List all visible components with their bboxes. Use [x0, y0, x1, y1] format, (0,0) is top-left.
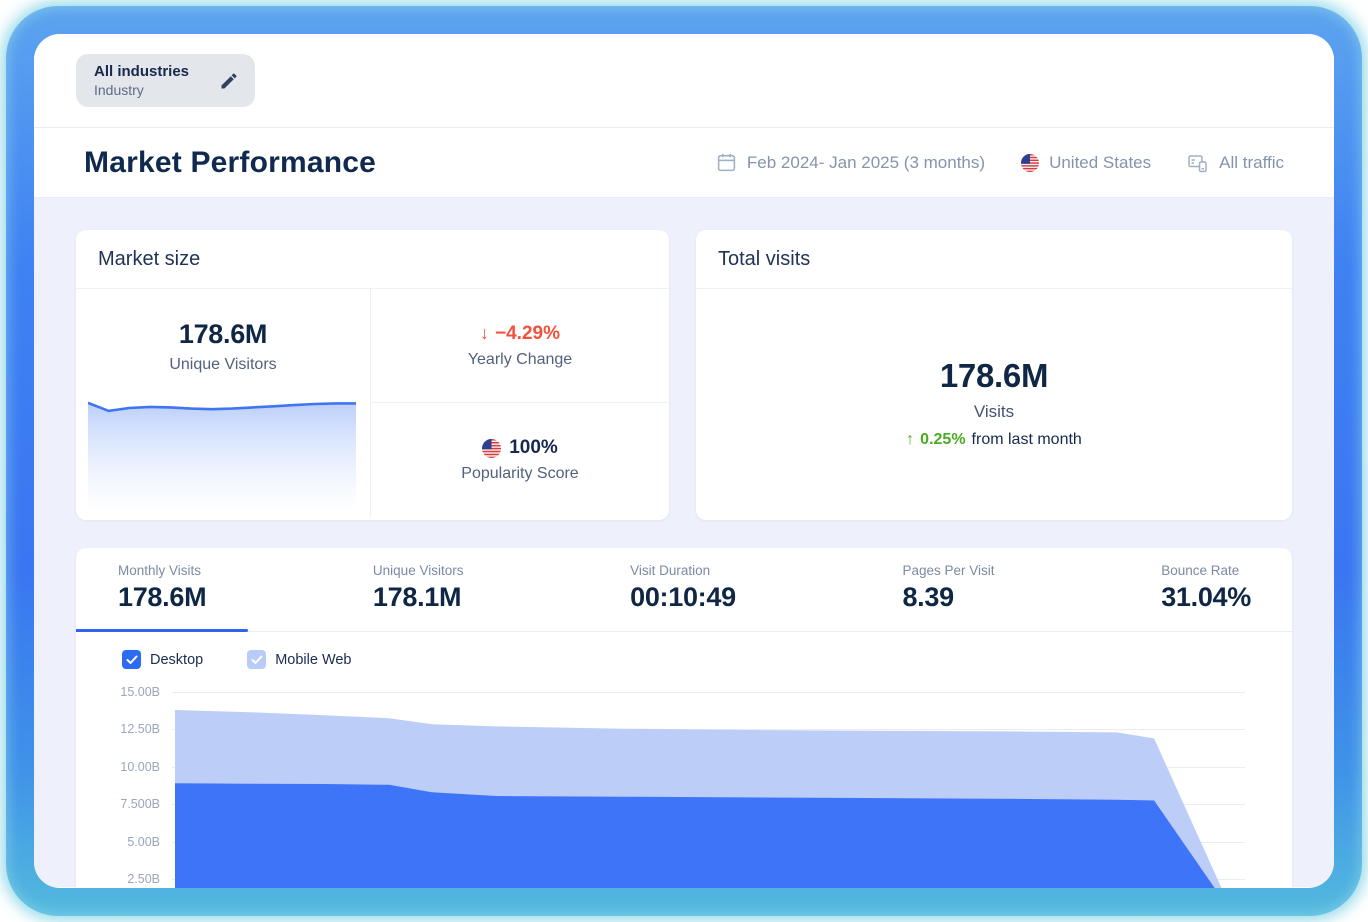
yearly-change-cell: ↓ −4.29% Yearly Change [371, 289, 669, 403]
desktop-checkbox[interactable] [122, 650, 141, 669]
y-tick-label: 2.50B [127, 872, 160, 886]
industry-filter-chip[interactable]: All industries Industry [76, 54, 256, 107]
unique-visitors-value: 178.6M [178, 319, 268, 349]
traffic-text: All traffic [1219, 152, 1284, 172]
top-bar: All industries Industry [34, 34, 1334, 128]
total-visits-change: ↑ 0.25% from last month [906, 431, 1082, 449]
industry-filter-text: All industries Industry [94, 63, 189, 98]
yearly-change-label: Yearly Change [467, 350, 573, 368]
date-range-filter[interactable]: Feb 2024- Jan 2025 (3 months) [716, 152, 985, 173]
market-size-card: Market size 178.6M Unique Visitors [76, 230, 669, 520]
us-flag-icon [1021, 153, 1040, 172]
up-arrow-icon: ↑ [906, 431, 915, 448]
unique-visitors-label: Unique Visitors [169, 356, 277, 373]
total-visits-label: Visits [973, 402, 1015, 421]
date-range-text: Feb 2024- Jan 2025 (3 months) [746, 152, 986, 172]
header-filters: Feb 2024- Jan 2025 (3 months) United Sta… [716, 152, 1284, 174]
gridline [172, 692, 1245, 693]
calendar-icon [716, 152, 737, 173]
tab-bounce-rate[interactable]: Bounce Rate 31.04% [1161, 563, 1251, 612]
total-visits-card: Total visits 178.6M Visits ↑ 0.25% from … [696, 230, 1292, 520]
stacked-area-svg [175, 710, 1222, 888]
down-arrow-icon: ↓ [480, 323, 489, 343]
page-title: Market Performance [84, 145, 377, 179]
total-visits-value: 178.6M [939, 357, 1049, 394]
popularity-score-cell: 100% Popularity Score [371, 403, 669, 517]
y-tick-label: 7.500B [120, 797, 160, 811]
popularity-value: 100% [509, 437, 558, 458]
country-text: United States [1049, 152, 1152, 172]
mobile-web-label: Mobile Web [275, 651, 352, 668]
devices-icon [1187, 152, 1209, 174]
stacked-area-chart: 15.00B 12.50B 10.00B 7.500B 5.00B 2.50B [76, 680, 1292, 888]
tab-unique-visitors[interactable]: Unique Visitors 178.1M [372, 563, 464, 612]
tab-monthly-visits[interactable]: Monthly Visits 178.6M [118, 563, 207, 612]
mobile-web-checkbox[interactable] [247, 650, 267, 669]
mobile-web-checkbox-item[interactable]: Mobile Web [247, 650, 352, 669]
popularity-label: Popularity Score [461, 465, 579, 482]
active-tab-underline [76, 629, 248, 632]
total-visits-title: Total visits [696, 230, 1292, 289]
desktop-checkbox-item[interactable]: Desktop [122, 650, 203, 669]
yearly-change-value: −4.29% [495, 322, 560, 344]
change-percent: 0.25% [920, 431, 966, 448]
tab-visit-duration[interactable]: Visit Duration 00:10:49 [630, 563, 736, 612]
desktop-label: Desktop [150, 651, 204, 668]
industry-filter-label: Industry [94, 82, 144, 98]
popularity-value-line: 100% [482, 437, 558, 459]
tab-pages-per-visit[interactable]: Pages Per Visit 8.39 [902, 563, 995, 612]
chart-legend: Desktop Mobile Web [76, 632, 1292, 674]
traffic-filter[interactable]: All traffic [1187, 152, 1284, 174]
traffic-trend-card: Monthly Visits 178.6M Unique Visitors 17… [76, 548, 1292, 888]
y-tick-label: 12.50B [120, 722, 160, 736]
y-tick-label: 15.00B [120, 685, 160, 699]
us-flag-icon [482, 438, 502, 458]
unique-visitors-cell: 178.6M Unique Visitors [76, 289, 371, 517]
dashboard-body: Market size 178.6M Unique Visitors [34, 198, 1334, 888]
y-tick-label: 5.00B [127, 835, 160, 849]
yearly-change-value-line: ↓ −4.29% [480, 323, 560, 345]
country-filter[interactable]: United States [1021, 153, 1151, 173]
gridline [172, 729, 1245, 730]
metric-tabs: Monthly Visits 178.6M Unique Visitors 17… [76, 548, 1292, 632]
y-tick-label: 10.00B [120, 760, 160, 774]
page-header: Market Performance Feb 2024- Jan 2025 (3… [34, 128, 1334, 198]
industry-filter-value: All industries [94, 63, 190, 80]
unique-visitors-sparkline [88, 395, 356, 517]
app-window: All industries Industry Market Performan… [34, 34, 1334, 888]
change-suffix: from last month [971, 431, 1082, 448]
market-size-title: Market size [76, 230, 669, 289]
edit-pencil-icon[interactable] [219, 71, 239, 91]
